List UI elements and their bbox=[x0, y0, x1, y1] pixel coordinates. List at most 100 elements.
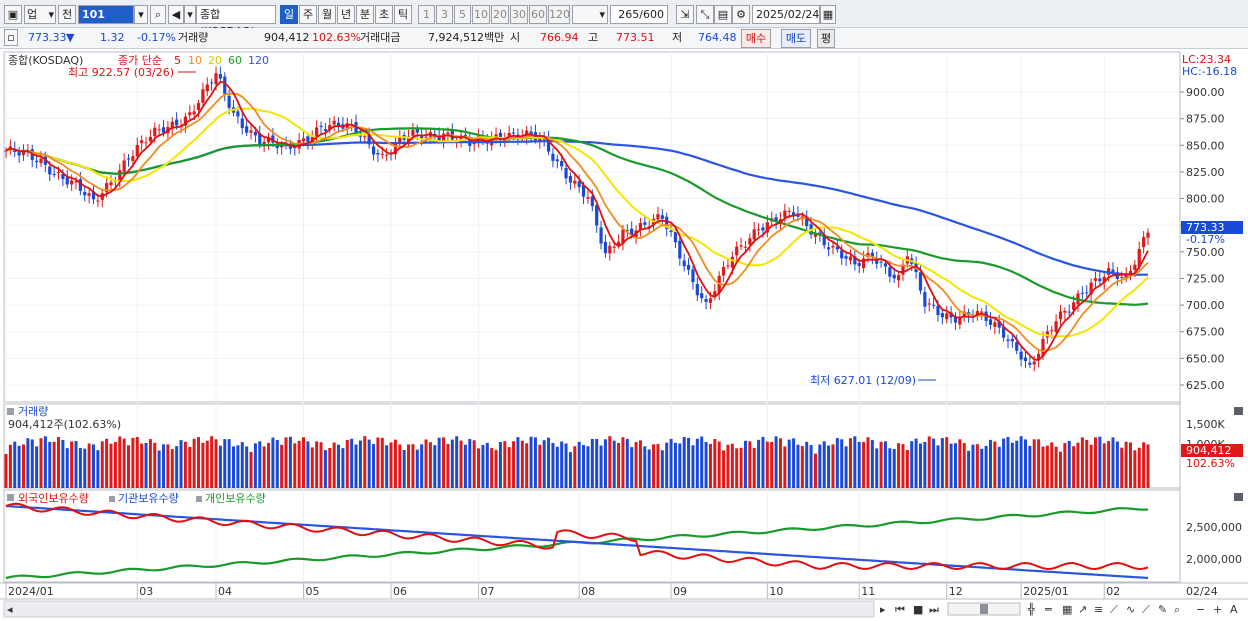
hc-label: HC:-16.18 bbox=[1182, 65, 1237, 78]
date-tick: 10 bbox=[769, 585, 783, 598]
prev-button[interactable]: 전 bbox=[58, 5, 76, 24]
period-tab-5[interactable]: 초 bbox=[375, 5, 393, 24]
scroll-left-icon[interactable]: ◂ bbox=[7, 603, 13, 616]
hold-tick-2500000: 2,500,000 bbox=[1186, 521, 1242, 534]
buy-button[interactable]: 매수 bbox=[741, 29, 771, 48]
zoom-slider-handle[interactable] bbox=[980, 604, 988, 614]
lock-icon[interactable]: ▫ bbox=[4, 29, 18, 46]
zoom-in-icon[interactable]: + bbox=[1213, 603, 1222, 616]
current-price: 773.33 bbox=[28, 31, 67, 44]
period-tab-0[interactable]: 일 bbox=[280, 5, 298, 24]
zoom-out-icon[interactable]: − bbox=[1196, 603, 1205, 616]
market-type-label: 업 bbox=[27, 8, 38, 21]
search-icon[interactable]: ⌕ bbox=[150, 5, 166, 24]
trend-icon[interactable]: ↗ bbox=[1078, 603, 1087, 616]
change-percent: -0.17% bbox=[137, 31, 176, 44]
change-value: 1.32 bbox=[100, 31, 125, 44]
low-annotation: 최저 627.01 (12/09) bbox=[810, 374, 916, 387]
chart-tools-icon[interactable]: ⇲ bbox=[676, 5, 694, 24]
interval-5[interactable]: 5 bbox=[454, 5, 471, 24]
interval-30[interactable]: 30 bbox=[510, 5, 528, 24]
interval-1[interactable]: 1 bbox=[418, 5, 435, 24]
crosshair-icon[interactable]: ╬ bbox=[1027, 602, 1035, 616]
font-size-icon[interactable]: A bbox=[1230, 603, 1238, 616]
interval-10[interactable]: 10 bbox=[472, 5, 490, 24]
count-display[interactable]: 265/600 bbox=[610, 5, 668, 24]
high-annotation: 최고 922.57 (03/26) bbox=[68, 66, 174, 79]
calendar-icon[interactable]: ▦ bbox=[820, 5, 836, 24]
price-tick: 650.00 bbox=[1186, 352, 1225, 365]
period-tab-2[interactable]: 월 bbox=[318, 5, 336, 24]
period-tab-1[interactable]: 주 bbox=[299, 5, 317, 24]
horizontal-scrollbar[interactable] bbox=[3, 600, 875, 618]
amount-value: 7,924,512백만 bbox=[428, 31, 505, 44]
market-type-select[interactable]: 업 ▾ bbox=[24, 5, 56, 24]
individual-holdings-label: 개인보유수량 bbox=[205, 492, 266, 505]
scroll-right-icon[interactable]: ▸ bbox=[880, 603, 886, 616]
date-axis: 2024/01 03 04 05 06 07 08 09 10 11 12 2025/01 02 bbox=[5, 583, 1120, 599]
wave-icon[interactable]: ∿ bbox=[1126, 603, 1135, 616]
interval-60[interactable]: 60 bbox=[529, 5, 547, 24]
ma-120-label: 120 bbox=[248, 54, 269, 67]
stock-chart[interactable]: 종합(KOSDAQ) 종가 단순 5 10 20 60 120 최고 922.5… bbox=[0, 50, 1248, 621]
holdings-lines bbox=[5, 502, 1149, 580]
hline-icon[interactable]: ═ bbox=[1044, 603, 1052, 616]
high-value: 773.51 bbox=[616, 31, 655, 44]
draw-icon[interactable]: ⤡ bbox=[696, 5, 714, 24]
speaker-icon[interactable]: ◀ bbox=[168, 5, 184, 24]
price-tick: 825.00 bbox=[1186, 166, 1225, 179]
ma-20-label: 20 bbox=[208, 54, 222, 67]
date-tick: 07 bbox=[481, 585, 495, 598]
grid-icon[interactable]: ▦ bbox=[1062, 603, 1072, 616]
period-tab-3[interactable]: 년 bbox=[337, 5, 355, 24]
code-input[interactable]: 101 bbox=[78, 5, 134, 24]
date-tick: 04 bbox=[218, 585, 232, 598]
period-tab-6[interactable]: 틱 bbox=[394, 5, 412, 24]
price-tick: 750.00 bbox=[1186, 246, 1225, 259]
dropdown-icon: ▾ bbox=[48, 8, 54, 21]
sell-button[interactable]: 매도 bbox=[781, 29, 811, 48]
date-tick: 09 bbox=[673, 585, 687, 598]
price-panel[interactable] bbox=[3, 51, 1181, 403]
interval-120[interactable]: 120 bbox=[548, 5, 570, 24]
date-input[interactable]: 2025/02/24 bbox=[752, 5, 820, 24]
date-tick: 05 bbox=[306, 585, 320, 598]
price-tick: 700.00 bbox=[1186, 299, 1225, 312]
first-page-icon[interactable]: ⏮ bbox=[895, 603, 905, 616]
interval-20[interactable]: 20 bbox=[491, 5, 509, 24]
amount-label: 거래대금 bbox=[360, 31, 401, 44]
low-value: 764.48 bbox=[698, 31, 737, 44]
volume-value-label: 904,412주(102.63%) bbox=[8, 418, 121, 431]
ma-label: 종가 단순 bbox=[118, 54, 162, 67]
ma-5-label: 5 bbox=[174, 54, 181, 67]
code-dropdown-icon[interactable]: ▾ bbox=[134, 5, 148, 24]
pencil-icon[interactable]: ✎ bbox=[1158, 603, 1167, 616]
volume-bars bbox=[4, 436, 1150, 488]
holdings-close-icon[interactable] bbox=[1234, 493, 1243, 501]
eval-button[interactable]: 평 bbox=[817, 29, 835, 48]
volume-close-icon[interactable] bbox=[1234, 407, 1243, 415]
stop-icon[interactable]: ■ bbox=[913, 603, 923, 616]
date-tick: 2025/01 bbox=[1023, 585, 1069, 598]
vol-tick-1500: 1,500K bbox=[1186, 418, 1225, 431]
interval-dropdown[interactable]: ▾ bbox=[572, 5, 608, 24]
window-icon[interactable]: ▣ bbox=[4, 5, 22, 24]
direction-icon: ▼ bbox=[66, 31, 75, 44]
fibo-icon[interactable]: ≡ bbox=[1094, 603, 1103, 616]
last-page-icon[interactable]: ⏭ bbox=[929, 603, 939, 616]
settings-icon[interactable]: ⚙ bbox=[732, 5, 750, 24]
save-icon[interactable]: ▤ bbox=[714, 5, 732, 24]
interval-3[interactable]: 3 bbox=[436, 5, 453, 24]
zoom-icon[interactable]: ⌕ bbox=[1174, 603, 1180, 616]
name-dropdown-icon[interactable]: ▾ bbox=[184, 5, 196, 24]
price-tick: 800.00 bbox=[1186, 193, 1225, 206]
price-tick: 625.00 bbox=[1186, 379, 1225, 392]
price-axis: 900.00875.00850.00825.00800.00775.00750.… bbox=[1180, 86, 1225, 392]
hold-tick-2000000: 2,000,000 bbox=[1186, 553, 1242, 566]
channel-icon[interactable]: ⟋ bbox=[1142, 603, 1150, 616]
period-tab-4[interactable]: 분 bbox=[356, 5, 374, 24]
volume-title: 거래량 bbox=[18, 405, 48, 418]
quote-bar: ▫ 773.33 ▼ 1.32 -0.17% 거래량 904,412 102.6… bbox=[0, 28, 1248, 49]
ray-icon[interactable]: ⟋ bbox=[1110, 603, 1118, 616]
last-price-box bbox=[1181, 221, 1243, 234]
